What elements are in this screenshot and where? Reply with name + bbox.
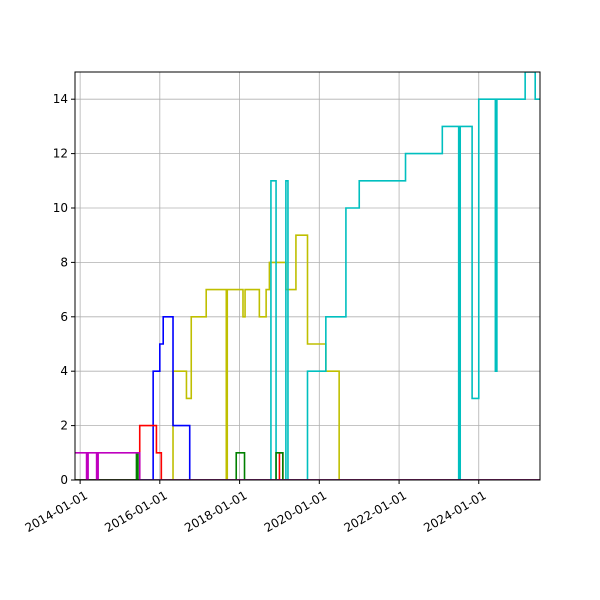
- y-tick-label: 14: [53, 92, 68, 106]
- y-tick-label: 10: [53, 201, 68, 215]
- y-tick-label: 8: [60, 255, 68, 269]
- y-tick-label: 2: [60, 419, 68, 433]
- y-tick-label: 6: [60, 310, 68, 324]
- y-tick-label: 4: [60, 364, 68, 378]
- y-tick-label: 0: [60, 473, 68, 487]
- y-tick-label: 12: [53, 147, 68, 161]
- series-line-3: [75, 316, 540, 480]
- series-layer: [75, 72, 540, 480]
- series-line-6: [75, 452, 540, 480]
- y-axis: 0 2 4 6 8 10 12 14: [53, 92, 75, 487]
- series-line-1: [75, 234, 540, 480]
- plot-frame: [74, 71, 541, 481]
- series-line-2: [75, 72, 540, 480]
